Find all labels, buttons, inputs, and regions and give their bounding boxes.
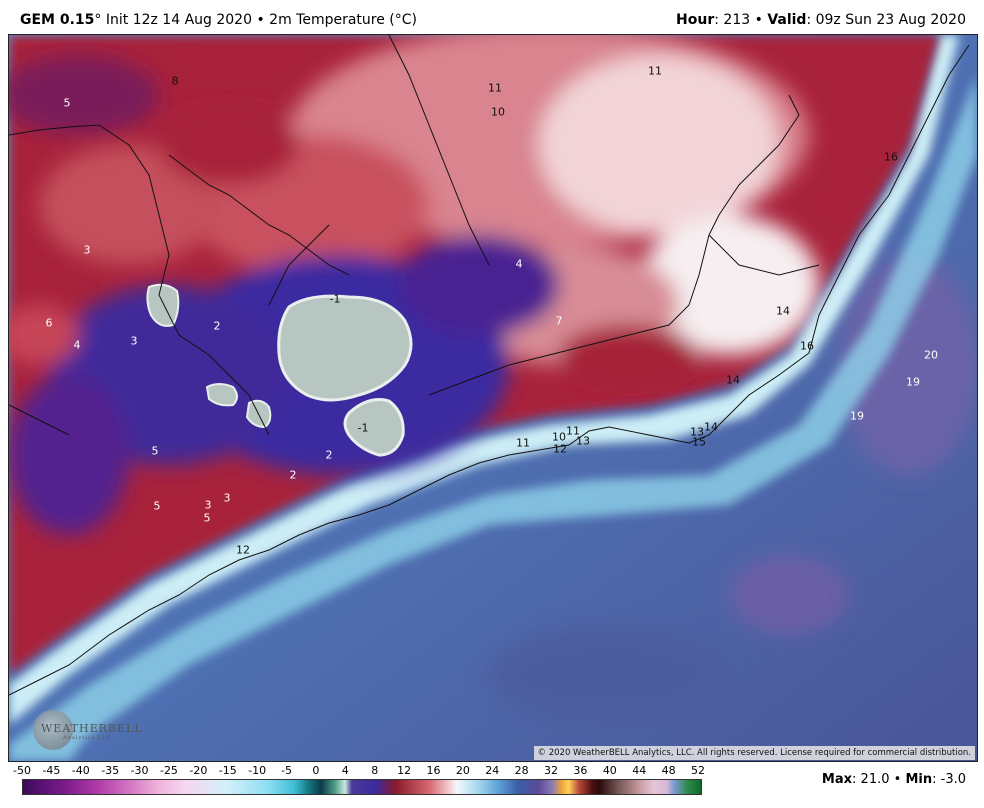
colorbar-tick-label: 36 <box>573 764 588 777</box>
colorbar-tick-label: 12 <box>397 764 412 777</box>
min-value: : -3.0 <box>932 772 966 787</box>
hour-value: : 213 <box>714 12 751 28</box>
cold-pockets <box>146 283 413 457</box>
temperature-value-label: 5 <box>153 499 161 513</box>
valid-label: Valid <box>767 12 807 28</box>
colorbar-tick-label: -20 <box>189 764 208 777</box>
temperature-value-label: 3 <box>83 243 91 257</box>
temperature-value-label: 14 <box>776 304 790 318</box>
temperature-value-label: 7 <box>555 314 563 328</box>
colorbar-tick-label: -25 <box>159 764 178 777</box>
temperature-value-label: 16 <box>800 339 814 353</box>
temperature-map: 8 5 11 10 11 16 3 4 -1 6 4 3 2 7 14 16 20 19 14 19 -1 11 10 11 1… <box>8 34 978 762</box>
temperature-value-label: 2 <box>325 448 333 462</box>
colorbar-tick-label: 52 <box>691 764 705 777</box>
colorbar-tick-label: 16 <box>426 764 441 777</box>
colorbar-tick-label: 48 <box>661 764 676 777</box>
colorbar-tick-label: 24 <box>485 764 500 777</box>
model-name: GEM 0.15 <box>20 12 95 28</box>
colorbar <box>22 779 702 795</box>
temperature-value-label: 14 <box>726 373 740 387</box>
bullet: • <box>754 12 763 28</box>
max-label: Max <box>821 772 853 787</box>
logo-text: WEATHERBELL <box>41 722 143 735</box>
temperature-value-label: 16 <box>884 150 898 164</box>
temperature-value-label: 11 <box>488 81 502 95</box>
temperature-value-label: -1 <box>357 421 369 435</box>
temperature-value-label: 19 <box>906 375 920 389</box>
logo-subtext: Analytics LLC <box>63 735 112 741</box>
hour-label: Hour <box>676 12 715 28</box>
temperature-value-label: 12 <box>553 442 567 456</box>
bullet: • <box>256 12 265 28</box>
temperature-value-label: 5 <box>203 511 211 525</box>
temperature-value-label: 8 <box>171 74 179 88</box>
colorbar-tick-label: 40 <box>602 764 617 777</box>
copyright-notice: © 2020 WeatherBELL Analytics, LLC. All r… <box>533 746 975 760</box>
temperature-value-label: 11 <box>566 424 580 438</box>
temperature-value-label: -1 <box>329 292 341 306</box>
temperature-value-label: 4 <box>515 257 523 271</box>
temperature-value-label: 20 <box>924 348 938 362</box>
temperature-value-label: 11 <box>516 436 530 450</box>
colorbar-tick-label: -30 <box>130 764 149 777</box>
temperature-value-label: 3 <box>204 498 212 512</box>
colorbar-tick-label: 44 <box>632 764 647 777</box>
temperature-value-label: 14 <box>704 420 718 434</box>
header-valid: Hour: 213 • Valid: 09z Sun 23 Aug 2020 <box>676 12 966 28</box>
temperature-value-label: 15 <box>692 435 706 449</box>
colorbar-tick-label: -40 <box>71 764 90 777</box>
temperature-value-label: 6 <box>45 316 53 330</box>
temperature-value-label: 3 <box>223 491 231 505</box>
temperature-value-label: 5 <box>151 444 159 458</box>
colorbar-tick-label: 4 <box>341 764 349 777</box>
temperature-value-label: 12 <box>236 543 250 557</box>
temperature-value-label: 13 <box>576 434 590 448</box>
globe-icon <box>33 710 73 750</box>
temperature-value-label: 4 <box>73 338 81 352</box>
colorbar-tick-label: 28 <box>514 764 529 777</box>
colorbar-tick-label: -45 <box>42 764 61 777</box>
temperature-value-label: 2 <box>289 468 297 482</box>
temperature-value-label: 2 <box>213 319 221 333</box>
colorbar-tick-label: 8 <box>371 764 379 777</box>
offshore-warm-patches <box>489 255 977 725</box>
temperature-value-label: 10 <box>552 430 566 444</box>
colorbar-ticks: -50 -45 -40 -35 -30 -25 -20 -15 -10 -5 0 4 8 12 16 20 24… <box>13 764 714 778</box>
land-temperature-shading <box>9 35 819 535</box>
temperature-value-label: 11 <box>648 64 662 78</box>
temperature-field <box>9 35 977 761</box>
field-name: 2m Temperature (°C) <box>269 12 417 28</box>
temperature-value-label: 10 <box>491 105 505 119</box>
header-title: GEM 0.15° Init 12z 14 Aug 2020 • 2m Temp… <box>20 12 417 28</box>
max-value: : 21.0 <box>852 772 890 787</box>
bullet: • <box>893 772 902 787</box>
colorbar-tick-label: -35 <box>101 764 120 777</box>
coastline <box>9 35 970 696</box>
weatherbell-logo: WEATHERBELL Analytics LLC <box>29 710 142 750</box>
temperature-value-label: 19 <box>850 409 864 423</box>
degree-mark: ° <box>94 12 102 28</box>
colorbar-tick-label: -50 <box>13 764 31 777</box>
colorbar-tick-label: 0 <box>312 764 320 777</box>
header-bar: GEM 0.15° Init 12z 14 Aug 2020 • 2m Temp… <box>0 0 984 34</box>
colorbar-tick-label: -10 <box>248 764 267 777</box>
colorbar-tick-label: -15 <box>218 764 237 777</box>
temperature-value-label: 3 <box>130 334 138 348</box>
temperature-value-label: 5 <box>63 96 71 110</box>
colorbar-tick-label: 20 <box>455 764 470 777</box>
valid-value: : 09z Sun 23 Aug 2020 <box>806 12 966 28</box>
init-time: Init 12z 14 Aug 2020 <box>105 12 252 28</box>
max-min-readout: Max: 21.0 • Min: -3.0 <box>822 772 966 787</box>
min-label: Min <box>905 772 933 787</box>
colorbar-tick-label: -5 <box>281 764 292 777</box>
temperature-value-label: 13 <box>690 425 704 439</box>
colorbar-tick-label: 32 <box>544 764 559 777</box>
